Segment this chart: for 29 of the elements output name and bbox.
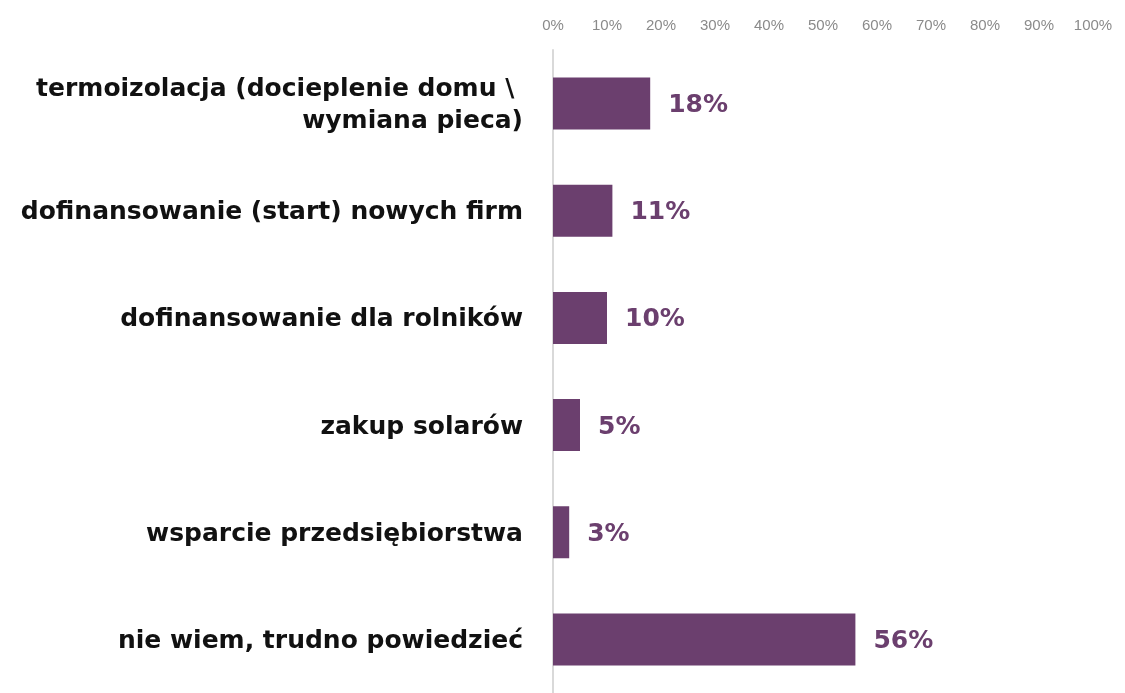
y-tick-label: wsparcie przedsiębiorstwa (146, 517, 523, 547)
bar (553, 184, 613, 237)
x-tick-label: 70% (915, 16, 947, 33)
x-tick-label: 30% (699, 16, 731, 33)
bar (553, 77, 651, 130)
data-label: 11% (630, 196, 691, 226)
data-label: 18% (668, 89, 729, 119)
x-tick-label: 90% (1023, 16, 1055, 33)
x-tick-label: 20% (645, 16, 677, 33)
data-label: 5% (598, 410, 641, 440)
x-tick-label: 10% (591, 16, 623, 33)
data-label: 10% (625, 303, 685, 333)
data-label: 3% (587, 517, 630, 547)
x-tick-label: 100% (1073, 16, 1113, 33)
x-tick-label: 0% (542, 16, 564, 33)
data-label: 56% (873, 624, 934, 654)
y-tick-label: termoizolacja (docieplenie domu \ wymiana pieca) (36, 73, 523, 135)
x-tick-label: 80% (969, 16, 1001, 33)
x-tick-label: 40% (753, 16, 785, 33)
bar (553, 291, 607, 344)
y-tick-label: dofinansowanie dla rolników (120, 303, 523, 333)
y-tick-label: zakup solarów (320, 410, 523, 440)
bar (553, 506, 570, 559)
bar (553, 399, 580, 452)
y-tick-label: nie wiem, trudno powiedzieć (117, 624, 523, 654)
x-tick-label: 60% (861, 16, 893, 33)
y-tick-label: dofinansowanie (start) nowych firm (20, 196, 523, 226)
bar (553, 613, 856, 666)
x-tick-label: 50% (807, 16, 839, 33)
